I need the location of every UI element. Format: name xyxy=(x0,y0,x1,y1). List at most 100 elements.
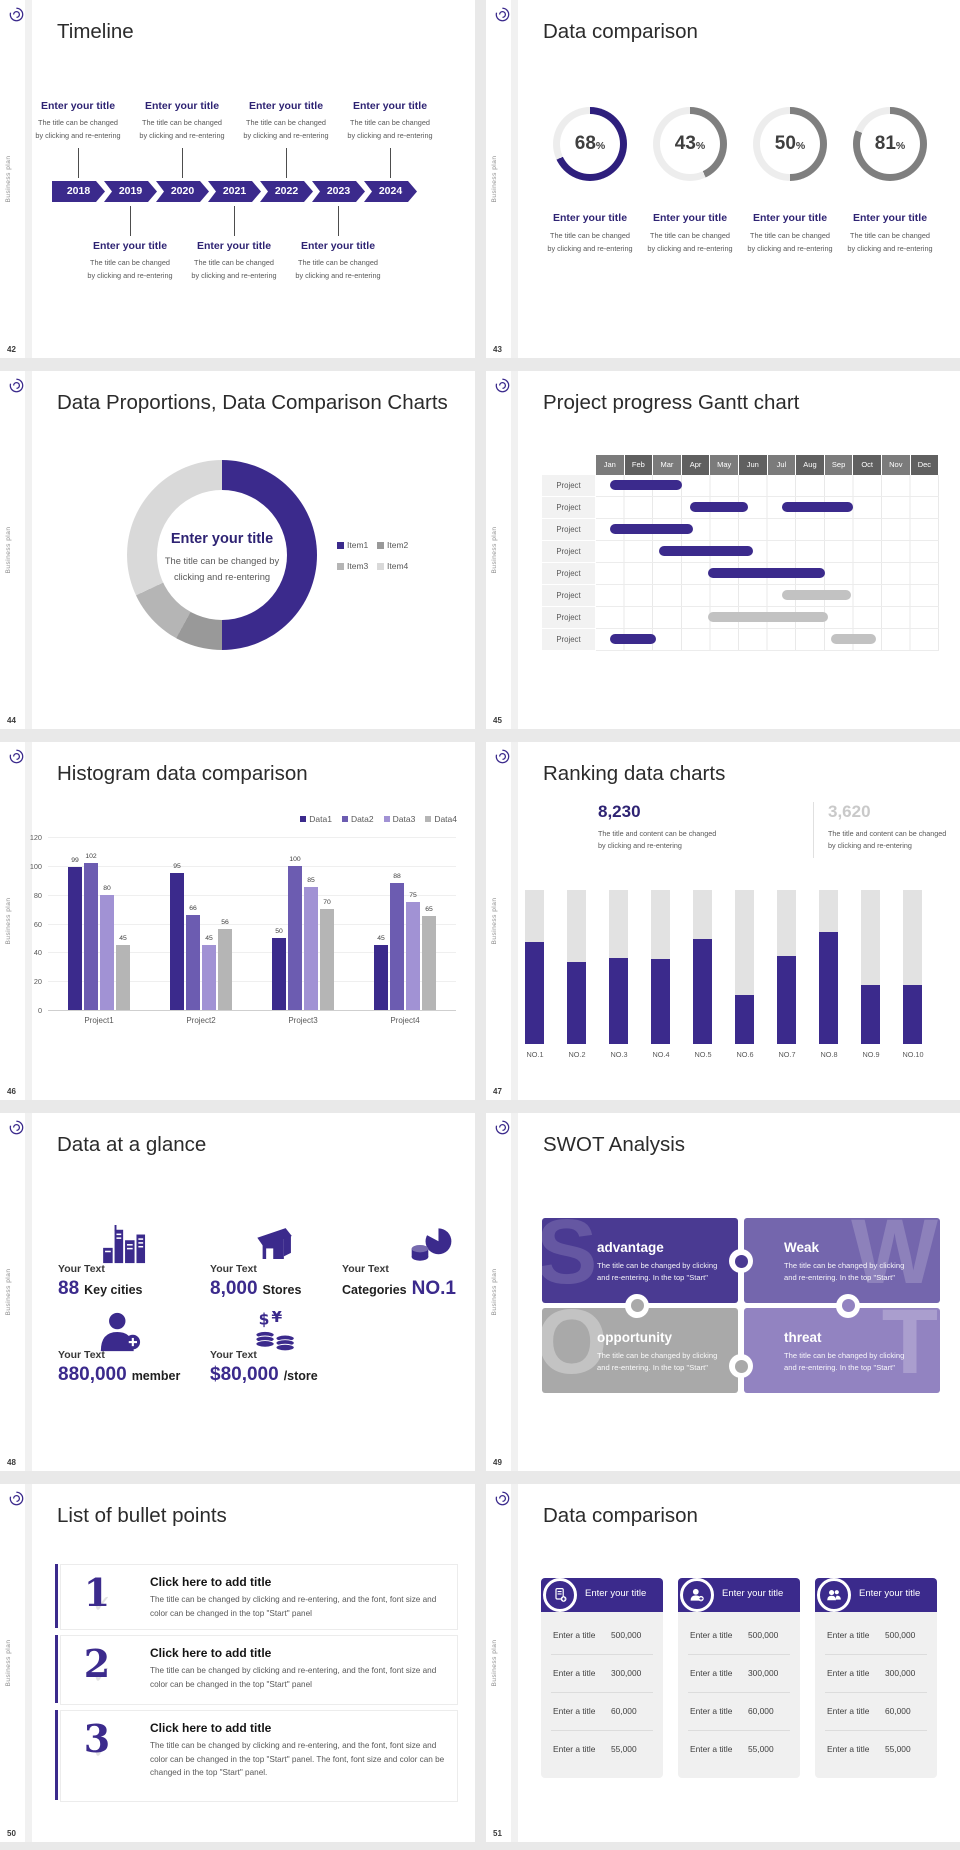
ranking-category-label: NO.2 xyxy=(568,1050,586,1059)
donut-item-desc: by clicking and re-entering xyxy=(747,244,833,253)
glance-value-row: Categories NO.1 xyxy=(342,1278,456,1300)
chart-legend: Data1 Data2 Data3 Data4 xyxy=(300,814,457,824)
y-gridline xyxy=(48,981,456,983)
person-add-icon xyxy=(680,1578,714,1612)
slide-thumbnail-48[interactable]: Business plan Data at a glance 48 Your Text… xyxy=(0,1113,475,1471)
legend-label: Data2 xyxy=(350,814,374,824)
ranking-bar-fill xyxy=(861,985,880,1044)
city-buildings-icon xyxy=(100,1225,152,1270)
histogram-bar xyxy=(422,916,436,1010)
gantt-month-header: Aug xyxy=(796,455,824,475)
legend-item: Item3 xyxy=(337,561,368,571)
bar-value-label: 102 xyxy=(85,852,97,860)
compare-row-label: Enter a title xyxy=(553,1706,596,1716)
timeline-year-chevron: 2021 xyxy=(208,181,261,202)
slide-thumbnail-43[interactable]: Business plan Data comparison 43 68% Enter y… xyxy=(486,0,960,358)
brand-vertical-label: Business plan xyxy=(5,897,12,945)
timeline-item-title: Enter your title xyxy=(144,100,220,112)
slide-title: Histogram data comparison xyxy=(57,762,308,785)
brand-vertical-label: Business plan xyxy=(491,897,498,945)
gantt-row xyxy=(596,475,940,497)
y-axis-tick-label: 20 xyxy=(33,977,42,987)
proportions-donut-hole xyxy=(157,490,287,620)
legend-label: Item2 xyxy=(387,540,409,550)
compare-row-value: 500,000 xyxy=(748,1630,779,1640)
timeline-item-desc: by clicking and re-entering xyxy=(243,131,329,140)
y-axis-tick-label: 100 xyxy=(29,861,42,871)
slide-thumbnail-44[interactable]: Business plan Data Proportions, Data Comp… xyxy=(0,371,475,729)
bar-value-label: 88 xyxy=(393,873,401,881)
slide-thumbnail-47[interactable]: Business plan Ranking data charts 47 8,230 T… xyxy=(486,742,960,1100)
ranking-bar-track xyxy=(735,890,754,1044)
histogram-bar xyxy=(272,937,286,1010)
bar-value-label: 100 xyxy=(289,855,301,863)
compare-row-value: 300,000 xyxy=(611,1668,642,1678)
y-axis-tick-label: 0 xyxy=(37,1006,42,1015)
glance-label: Your Text xyxy=(58,1263,105,1275)
bar-value-label: 56 xyxy=(221,919,229,927)
timeline-item-title: Enter your title xyxy=(40,100,116,112)
compare-row-label: Enter a title xyxy=(827,1668,870,1678)
histogram-bar xyxy=(170,873,184,1010)
ranking-category-label: NO.10 xyxy=(902,1050,924,1059)
ranking-category-label: NO.5 xyxy=(694,1050,712,1059)
compare-row-label: Enter a title xyxy=(553,1630,596,1640)
slide-page-number: 51 xyxy=(493,1829,502,1838)
timeline-item-title: Enter your title xyxy=(300,240,376,252)
compare-row-value: 55,000 xyxy=(611,1744,637,1754)
compare-row-separator xyxy=(551,1730,653,1731)
gantt-row-label: Project xyxy=(542,629,595,651)
ranking-bar-track xyxy=(693,890,712,1044)
slide-title: Ranking data charts xyxy=(543,762,726,785)
glance-value-row: 88 Key cities xyxy=(58,1278,143,1300)
percent-value: 81% xyxy=(874,133,906,154)
legend-item: Data1 xyxy=(300,814,332,824)
bar-value-label: 66 xyxy=(189,904,197,912)
percent-value: 68% xyxy=(574,133,606,154)
slide-page-number: 49 xyxy=(493,1458,502,1467)
brand-logo-icon xyxy=(8,6,25,23)
bullet-desc: The title can be changed by clicking and… xyxy=(150,1741,445,1778)
brand-logo-icon xyxy=(8,1119,25,1136)
ranking-bar-fill xyxy=(567,962,586,1044)
gantt-bar xyxy=(707,568,825,578)
legend-item: Data3 xyxy=(383,814,415,824)
percent-donut-hole: 43% xyxy=(660,114,720,174)
bar-value-label: 80 xyxy=(103,884,111,892)
ranking-category-label: NO.4 xyxy=(652,1050,670,1059)
ranking-stat-desc: by clicking and re-entering xyxy=(828,841,912,850)
slide-page-number: 47 xyxy=(493,1087,502,1096)
bar-value-label: 45 xyxy=(377,935,385,943)
percent-donut-hole: 81% xyxy=(860,114,920,174)
percent-value: 43% xyxy=(674,133,706,154)
slide-thumbnail-46[interactable]: Business plan Histogram data comparison 46… xyxy=(0,742,475,1100)
ranking-bar-track xyxy=(861,890,880,1044)
compare-row-value: 60,000 xyxy=(611,1706,637,1716)
slide-thumbnail-51[interactable]: Business plan Data comparison 51 Enter your… xyxy=(486,1484,960,1842)
bullet-number: 1 xyxy=(83,1570,111,1615)
donut-item-desc: by clicking and re-entering xyxy=(847,244,933,253)
compare-card-title: Enter your title xyxy=(585,1588,647,1599)
timeline-item-desc: by clicking and re-entering xyxy=(295,271,381,280)
slide-thumbnail-50[interactable]: Business plan List of bullet points 50 ✓ 1 Cl… xyxy=(0,1484,475,1842)
bar-value-label: 95 xyxy=(173,863,181,871)
compare-row-separator xyxy=(688,1692,790,1693)
compare-row-label: Enter a title xyxy=(553,1668,596,1678)
gantt-row-label: Project xyxy=(542,541,595,563)
x-axis-category-label: Project4 xyxy=(390,1016,420,1025)
gantt-month-header: Dec xyxy=(910,455,939,475)
donut-item-title: Enter your title xyxy=(752,212,828,224)
bullet-left-bar xyxy=(55,1635,58,1703)
gantt-month-header: Jan xyxy=(596,455,624,475)
slide-left-strip xyxy=(25,1484,32,1842)
gantt-bar xyxy=(610,480,682,490)
ranking-stat-desc: The title and content can be changed xyxy=(828,829,947,838)
timeline-year-chevron: 2020 xyxy=(156,181,209,202)
x-axis-category-label: Project2 xyxy=(186,1016,216,1025)
slide-thumbnail-42[interactable]: Business plan Timeline 42 2018 2019 2020 2021 2… xyxy=(0,0,475,358)
y-gridline xyxy=(48,894,456,896)
slide-thumbnail-45[interactable]: Business plan Project progress Gantt char… xyxy=(486,371,960,729)
brand-logo-icon xyxy=(494,377,511,394)
gantt-month-header: Apr xyxy=(681,455,710,475)
